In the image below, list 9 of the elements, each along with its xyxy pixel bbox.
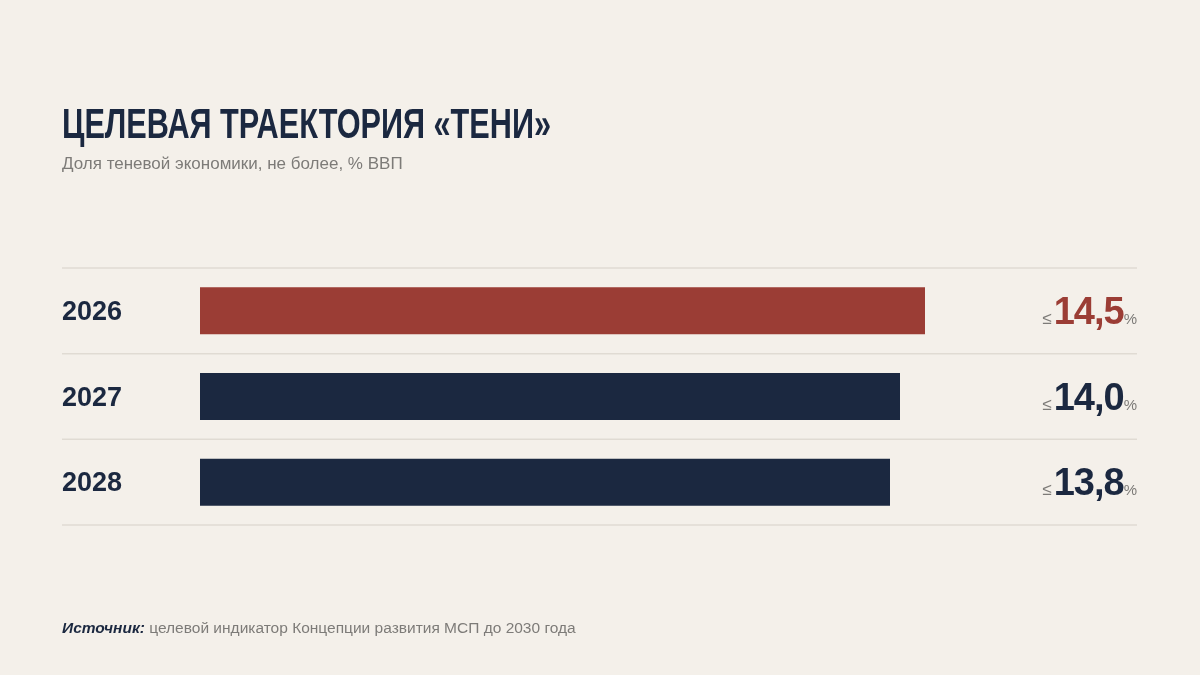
y-tick-label: 2027 (62, 381, 123, 412)
data-label: ≤13,8% (1042, 461, 1137, 504)
y-tick-label: 2026 (62, 295, 123, 326)
text: Источник: целевой индикатор Концепции развития МСП до 2030 года (62, 619, 576, 637)
chart-title: ЦЕЛЕВАЯ ТРАЕКТОРИЯ «ТЕНИ» (62, 100, 551, 148)
data-label: ≤14,0% (1042, 375, 1137, 418)
data-label: ≤14,5% (1042, 289, 1137, 332)
y-tick-label: 2028 (62, 467, 123, 498)
chart-subtitle: Доля теневой экономики, не более, % ВВП (62, 154, 403, 174)
